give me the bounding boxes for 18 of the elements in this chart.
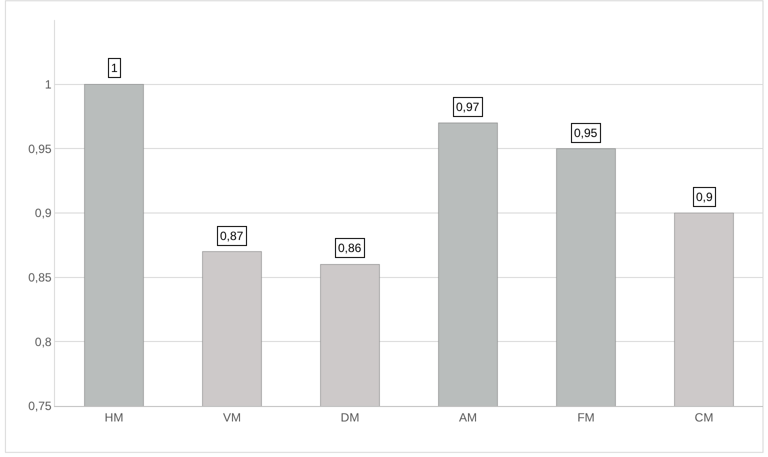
y-tick-label: 0,75 [28, 399, 52, 414]
y-tick-label: 0,95 [28, 142, 52, 156]
y-tick-label: 0,8 [34, 334, 52, 349]
y-tick-label: 0,9 [34, 206, 52, 220]
data-label: 0,97 [456, 100, 480, 114]
data-label: 0,95 [574, 126, 598, 140]
x-tick-label: DM [340, 410, 360, 424]
data-label: 0,9 [696, 190, 714, 204]
data-label: 0,86 [338, 241, 362, 255]
x-tick-label: VM [223, 410, 242, 424]
data-label: 0,87 [220, 229, 244, 243]
data-label: 1 [111, 61, 118, 75]
x-tick-label: FM [577, 410, 595, 424]
x-tick-label: HM [104, 410, 124, 424]
y-tick-label: 0,85 [28, 270, 52, 285]
x-tick-label: AM [459, 410, 478, 424]
y-tick-label: 1 [44, 78, 52, 92]
x-tick-label: CM [694, 410, 714, 424]
